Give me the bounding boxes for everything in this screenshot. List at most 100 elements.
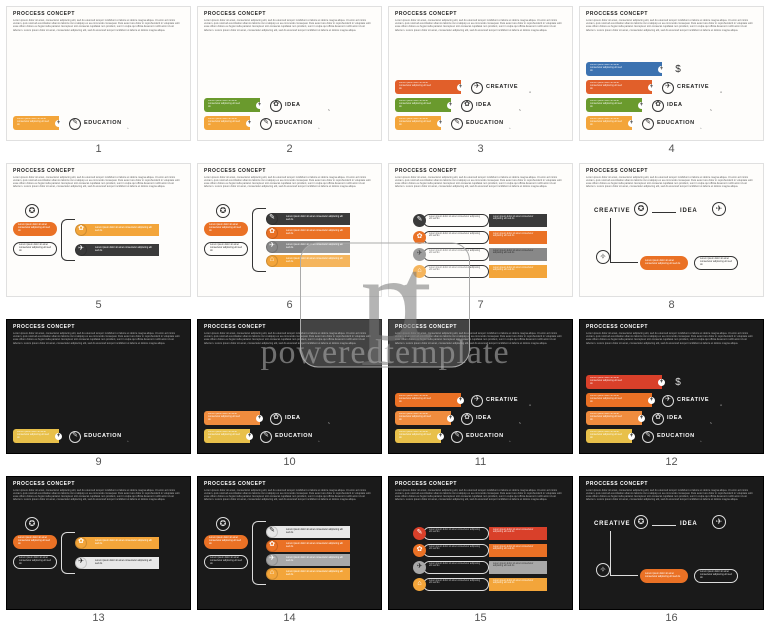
source-pill-outline: Lorem ipsum dolor sit amet consectetur a…: [13, 555, 57, 569]
slide-cell: PROCCESS CONCEPTLorem ipsum dolor sit am…: [388, 476, 573, 625]
process-band: Lorem ipsum dolor sit amet consectetur a…: [586, 62, 662, 76]
flow-pill-outline: Lorem ipsum dolor sit amet consectetur a…: [694, 256, 738, 270]
grid-outline-text: Lorem ipsum dolor sit amet consectetur a…: [429, 546, 481, 551]
slide-title: PROCCESS CONCEPT: [198, 320, 381, 332]
step-label: EDUCATION: [275, 433, 313, 440]
globe-icon: ✪: [25, 204, 39, 218]
slide-number: 4: [579, 141, 764, 155]
source-pill-outline: Lorem ipsum dolor sit amet consectetur a…: [204, 555, 248, 569]
slide-cell: PROCCESS CONCEPTLorem ipsum dolor sit am…: [197, 6, 382, 155]
slide-thumbnail[interactable]: PROCCESS CONCEPTLorem ipsum dolor sit am…: [388, 476, 573, 611]
step-label: IDEA: [476, 102, 492, 109]
slide-thumbnail[interactable]: PROCCESS CONCEPTLorem ipsum dolor sit am…: [579, 6, 764, 141]
plus-icon: +: [457, 397, 464, 404]
step-label: CREATIVE: [486, 397, 518, 404]
branch-bar: Lorem ipsum dolor sit amet consectetur a…: [272, 241, 350, 253]
globe-icon: ✪: [216, 204, 230, 218]
slide-content: Lorem ipsum dolor sit amet consectetur a…: [198, 354, 381, 449]
flow-arrow: [652, 525, 676, 526]
slide-thumbnail[interactable]: PROCCESS CONCEPT Lorem ipsum dolor sit am…: [388, 6, 573, 141]
slide-thumbnail[interactable]: PROCCESS CONCEPTLorem ipsum dolor sit am…: [6, 163, 191, 298]
slide-cell: PROCCESS CONCEPTLorem ipsum dolor sit am…: [197, 319, 382, 468]
grid-bar-text: Lorem ipsum dolor sit amet consectetur a…: [493, 250, 543, 255]
slide-paragraph: Lorem ipsum dolor sit amet, consectetur …: [389, 176, 572, 189]
slide-paragraph: Lorem ipsum dolor sit amet, consectetur …: [580, 176, 763, 189]
plus-icon: +: [648, 84, 655, 91]
band-text: Lorem ipsum dolor sit amet consectetur a…: [590, 413, 624, 421]
globe-icon: ✪: [216, 517, 230, 531]
process-band: Lorem ipsum dolor sit amet consectetur a…: [395, 98, 451, 112]
process-step: ✈CREATIVE: [471, 395, 518, 407]
process-band: Lorem ipsum dolor sit amet consectetur a…: [204, 411, 260, 425]
trailing-icon: ✎: [328, 422, 330, 425]
paperplane-icon: ✈: [712, 515, 726, 529]
slide-paragraph: Lorem ipsum dolor sit amet, consectetur …: [389, 332, 572, 345]
slide-paragraph: Lorem ipsum dolor sit amet, consectetur …: [7, 332, 190, 345]
slide-paragraph: Lorem ipsum dolor sit amet, consectetur …: [7, 489, 190, 502]
slide-thumbnail[interactable]: PROCCESS CONCEPTLorem ipsum dolor sit am…: [197, 319, 382, 454]
slide-content: Lorem ipsum dolor sit amet consectetur a…: [7, 511, 190, 606]
branch-icon: ✈: [266, 554, 278, 566]
slide-thumbnail[interactable]: PROCCESS CONCEPTLorem ipsum dolor sit am…: [197, 6, 382, 141]
grid-outline-text: Lorem ipsum dolor sit amet consectetur a…: [429, 563, 481, 568]
branch-bar: Lorem ipsum dolor sit amet consectetur a…: [272, 540, 350, 552]
process-step: $: [672, 377, 684, 389]
source-pill: Lorem ipsum dolor sit amet consectetur a…: [204, 222, 248, 236]
slide-cell: PROCCESS CONCEPTLorem ipsum dolor sit am…: [579, 163, 764, 312]
slide-paragraph: Lorem ipsum dolor sit amet, consectetur …: [198, 332, 381, 345]
step-label: EDUCATION: [466, 120, 504, 127]
slide-number: 3: [388, 141, 573, 155]
slide-thumbnail[interactable]: PROCCESS CONCEPTLorem ipsum dolor sit am…: [388, 319, 573, 454]
slide-number: 11: [388, 454, 573, 468]
slide-content: Lorem ipsum dolor sit amet consectetur a…: [7, 198, 190, 293]
slide-thumbnail[interactable]: PROCCESS CONCEPTLorem ipsum dolor sit am…: [388, 163, 573, 298]
flow-connector-h: [610, 575, 638, 576]
slide-number: 1: [6, 141, 191, 155]
slide-thumbnail[interactable]: PROCCESS CONCEPTLorem ipsum dolor sit am…: [197, 163, 382, 298]
band-text: Lorem ipsum dolor sit amet consectetur a…: [590, 377, 624, 385]
branch-icon: ✎: [266, 526, 278, 538]
slide-title: PROCCESS CONCEPT: [7, 7, 190, 19]
creative-icon: ✈: [662, 82, 674, 94]
band-text: Lorem ipsum dolor sit amet consectetur a…: [399, 413, 433, 421]
slide-title: PROCCESS CONCEPT: [580, 477, 763, 489]
grid-row-icon: ⌂: [413, 265, 426, 278]
slide-thumbnail[interactable]: PROCCESS CONCEPTLorem ipsum dolor sit am…: [6, 6, 191, 141]
slide-content: CREATIVEIDEA✪✈Lorem ipsum dolor sit amet…: [580, 198, 763, 293]
plus-icon: +: [256, 415, 263, 422]
flow-label-idea: IDEA: [680, 521, 698, 528]
grid-row-icon: ✿: [413, 544, 426, 557]
flow-label-creative: CREATIVE: [594, 208, 630, 215]
paperplane-icon: ✈: [712, 202, 726, 216]
slide-number: 5: [6, 297, 191, 311]
step-label: EDUCATION: [84, 433, 122, 440]
slide-number: 14: [197, 610, 382, 624]
slide-paragraph: Lorem ipsum dolor sit amet, consectetur …: [7, 19, 190, 32]
step-label: EDUCATION: [657, 433, 695, 440]
slide-thumbnail[interactable]: PROCCESS CONCEPTLorem ipsum dolor sit am…: [6, 319, 191, 454]
step-label: IDEA: [476, 415, 492, 422]
step-label: EDUCATION: [84, 120, 122, 127]
slide-thumbnail[interactable]: PROCCESS CONCEPT Lorem ipsum dolor sit am…: [579, 476, 764, 611]
flow-connector: [610, 531, 611, 575]
band-text: Lorem ipsum dolor sit amet consectetur a…: [399, 100, 433, 108]
flow-pill-outline: Lorem ipsum dolor sit amet consectetur a…: [694, 569, 738, 583]
process-step: ✈CREATIVE: [662, 395, 709, 407]
slide-thumbnail[interactable]: PROCCESS CONCEPTLorem ipsum dolor sit am…: [197, 476, 382, 611]
slide-thumbnail[interactable]: PROCCESS CONCEPTLorem ipsum dolor sit am…: [6, 476, 191, 611]
slide-content: CREATIVEIDEA✪✈Lorem ipsum dolor sit amet…: [580, 511, 763, 606]
dollar-icon: $: [672, 64, 684, 76]
slide-paragraph: Lorem ipsum dolor sit amet, consectetur …: [198, 19, 381, 32]
slide-thumbnail[interactable]: PROCCESS CONCEPTLorem ipsum dolor sit am…: [579, 319, 764, 454]
grid-bar-text: Lorem ipsum dolor sit amet consectetur a…: [493, 563, 543, 568]
bracket-connector: [252, 521, 266, 585]
flow-pill-orange: Lorem ipsum dolor sit amet consectetur a…: [640, 569, 688, 583]
plus-icon: +: [447, 102, 454, 109]
slide-title: PROCCESS CONCEPT: [389, 7, 572, 19]
source-pill: Lorem ipsum dolor sit amet consectetur a…: [13, 535, 57, 549]
trailing-icon: ✈: [529, 91, 531, 94]
compass-icon: ✧: [596, 250, 610, 264]
slide-cell: PROCCESS CONCEPTLorem ipsum dolor sit am…: [6, 163, 191, 312]
slide-thumbnail[interactable]: PROCCESS CONCEPTLorem ipsum dolor sit am…: [579, 163, 764, 298]
slide-content: Lorem ipsum dolor sit amet consectetur a…: [198, 198, 381, 293]
